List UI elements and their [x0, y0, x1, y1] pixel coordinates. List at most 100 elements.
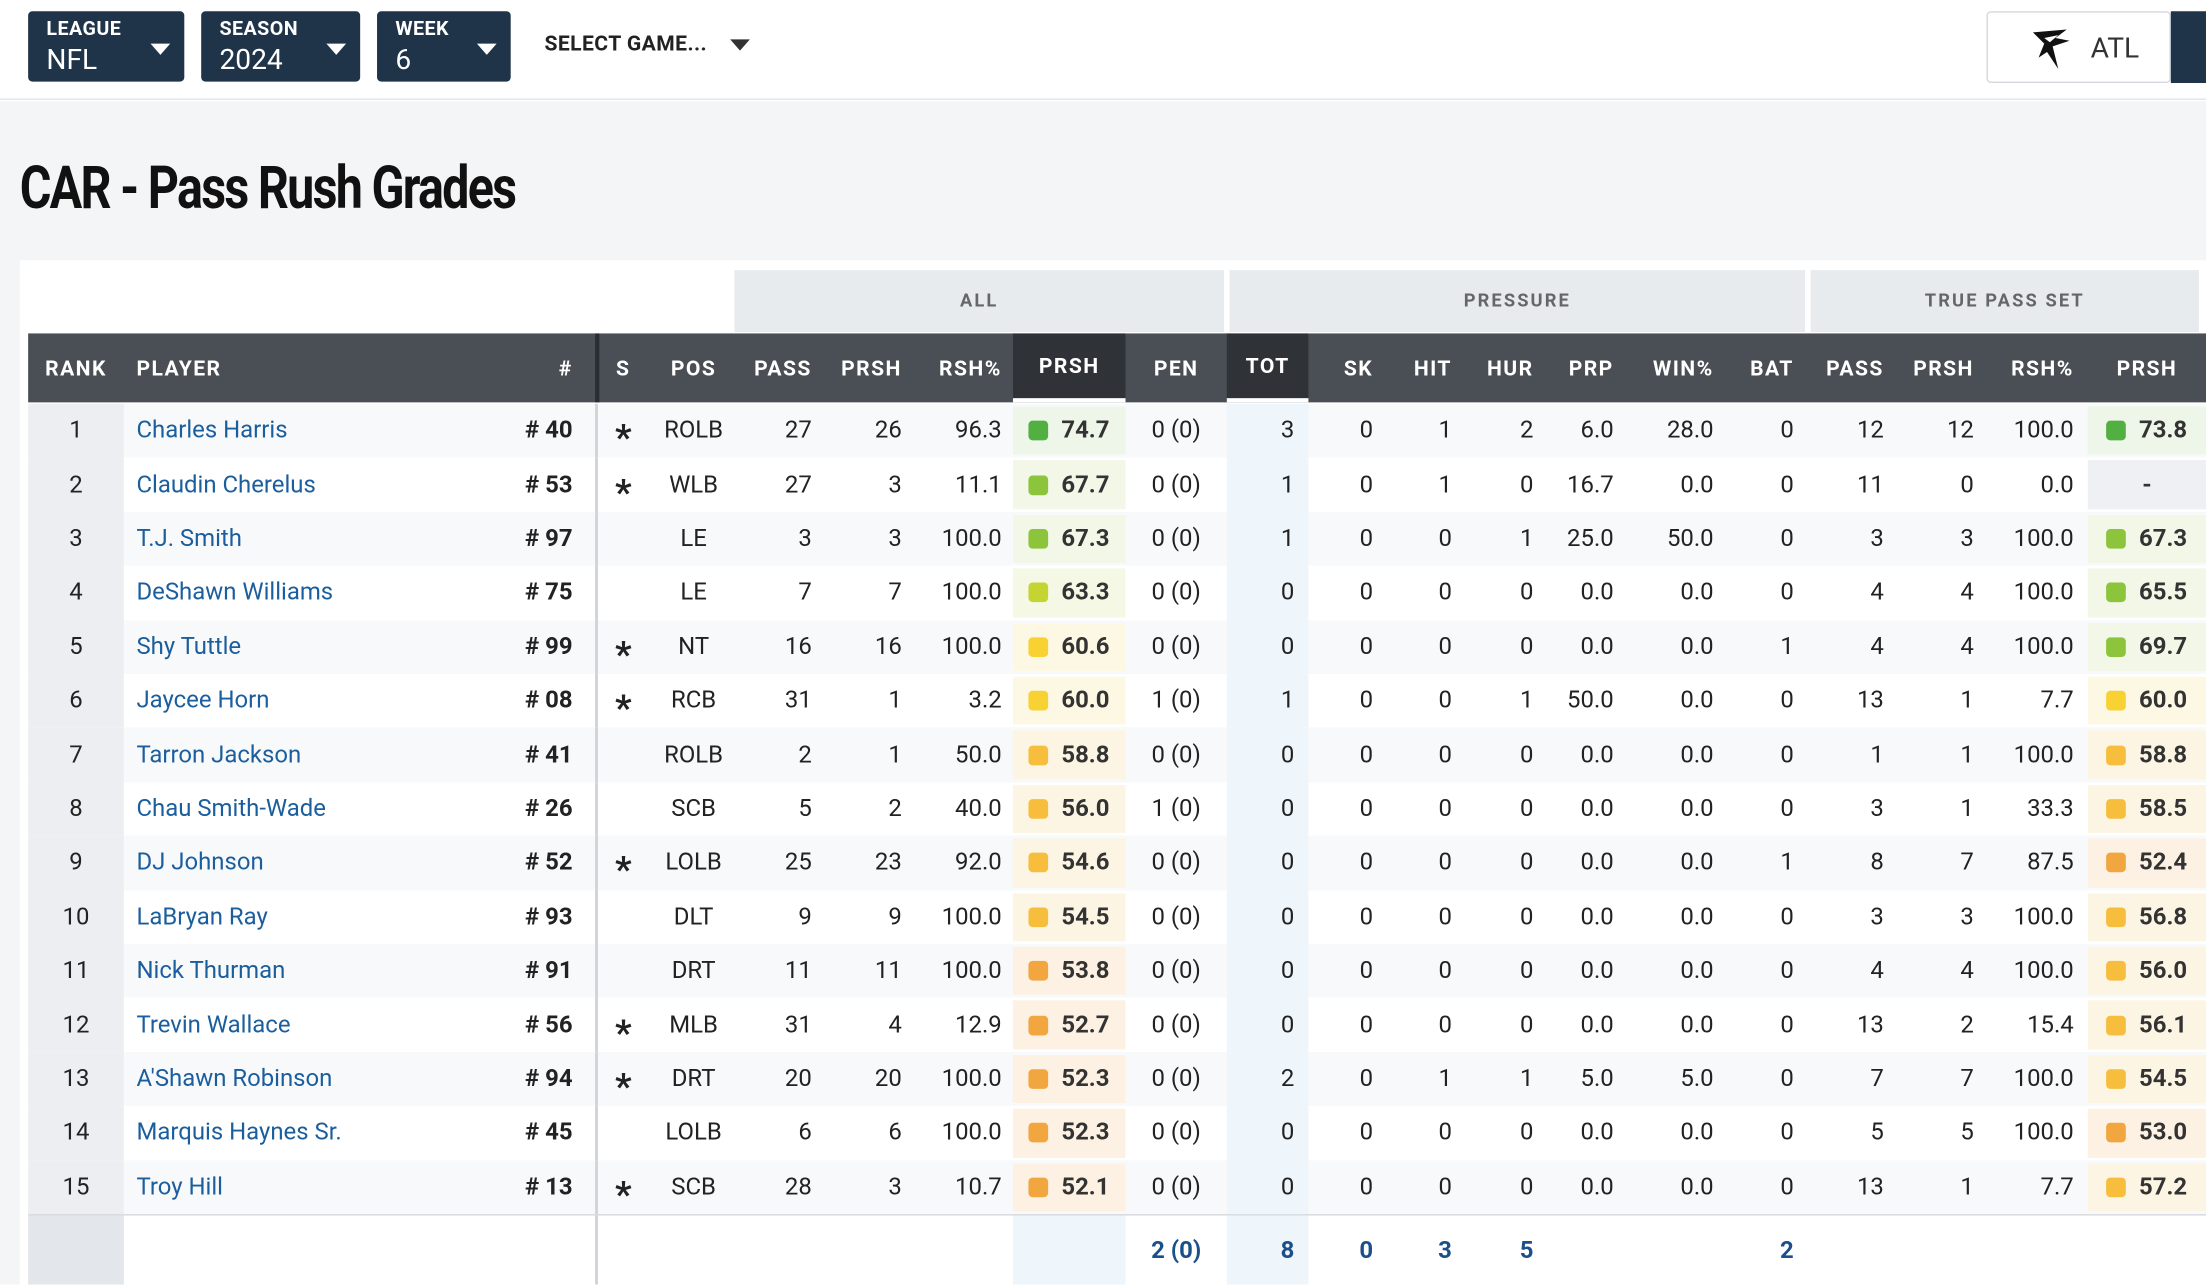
top-bar	[0, 0, 2206, 100]
select-game[interactable]: SELECT GAME...	[544, 31, 750, 62]
divider	[595, 1160, 598, 1215]
table-cell: 26	[874, 416, 902, 445]
column-header: #	[558, 355, 573, 381]
grade-value: 56.8	[2139, 902, 2188, 932]
league-filter[interactable]: LEAGUE NFL	[28, 11, 185, 82]
table-cell: 0	[1359, 1119, 1374, 1148]
grade-chip	[1028, 582, 1049, 603]
table-cell: 0.0	[1680, 632, 1714, 661]
grade-chip	[2106, 1015, 2127, 1035]
table-cell: 0	[1780, 902, 1794, 932]
team-label: ATL	[2090, 30, 2140, 65]
table-cell: 0 (0)	[1151, 740, 1201, 769]
grade-value: 56.0	[1061, 794, 1110, 824]
column-header: PRSH	[841, 355, 902, 381]
table-cell: 0	[1520, 470, 1534, 499]
table-cell: 1	[1960, 1173, 1974, 1202]
table-cell: 4	[69, 578, 83, 607]
table-cell: 1	[1960, 686, 1974, 715]
table-cell: 100.0	[2013, 956, 2074, 986]
grade-value: 53.8	[1061, 956, 1110, 986]
table-cell: 0	[1438, 794, 1452, 824]
grade-cell: 53.0	[2087, 1108, 2206, 1158]
grade-value: 52.4	[2139, 848, 2188, 878]
table-cell: 11	[784, 956, 812, 986]
table-cell: NT	[678, 632, 710, 661]
grade-cell: 53.8	[1012, 946, 1126, 996]
rank-bg	[28, 673, 124, 728]
tot-bg	[1226, 727, 1309, 782]
table-cell: ROLB	[664, 416, 724, 445]
table-cell: 0.0	[1580, 848, 1614, 878]
table-cell: LOLB	[665, 848, 722, 878]
total-cell: 8	[1280, 1236, 1295, 1265]
grade-cell: 57.2	[2087, 1162, 2206, 1212]
total-cell: 2 (0)	[1151, 1236, 1202, 1265]
table-cell: 0	[1520, 1119, 1534, 1148]
table-cell: 3	[1280, 416, 1295, 445]
table-cell: 16	[874, 632, 902, 661]
column-header: S	[616, 355, 631, 381]
table-cell: 28	[784, 1173, 812, 1202]
player-name: DeShawn Williams	[136, 578, 334, 607]
grade-chip	[2106, 528, 2127, 549]
column-header: BAT	[1750, 355, 1794, 381]
tot-bg	[1226, 673, 1309, 728]
table-cell: 11	[1856, 470, 1884, 499]
table-cell: 0	[1780, 470, 1794, 499]
table-cell: 0	[1280, 632, 1295, 661]
table-cell: 3	[69, 524, 83, 553]
week-filter[interactable]: WEEK 6	[377, 11, 511, 82]
grade-cell: 63.3	[1012, 568, 1126, 618]
team-button[interactable]: ATL	[1986, 11, 2171, 84]
table-cell: 0	[1438, 1173, 1452, 1202]
grade-cell: 74.7	[1012, 406, 1126, 455]
table-cell: MLB	[669, 1010, 718, 1040]
grade-chip	[1028, 745, 1049, 765]
divider	[595, 1215, 598, 1285]
table-cell: 0	[1280, 1173, 1295, 1202]
table-cell: 33.3	[2027, 794, 2074, 824]
grade-chip	[1028, 691, 1049, 711]
table-cell: 13	[1856, 1173, 1884, 1202]
table-cell: 0	[1520, 632, 1534, 661]
column-header: PRP	[1568, 355, 1614, 381]
table-cell: 6	[798, 1119, 812, 1148]
table-cell: 0	[1438, 686, 1452, 715]
team-strip	[2170, 11, 2206, 84]
table-cell: 5	[1960, 1119, 1974, 1148]
divider	[595, 781, 598, 836]
grade-cell: 67.7	[1012, 460, 1126, 509]
table-row: 14 Marquis Haynes Sr. # 45 LOLB 6 6 100.0 52.3 0…	[28, 1106, 2206, 1162]
table-cell: 4	[1960, 956, 1974, 986]
table-cell: 0 (0)	[1151, 1173, 1201, 1202]
table-cell: 0 (0)	[1151, 416, 1201, 445]
table-cell: 0 (0)	[1151, 524, 1201, 553]
table-cell: 11	[62, 956, 90, 986]
divider	[595, 511, 598, 566]
table-cell: # 94	[525, 1064, 573, 1094]
grade-value: 69.7	[2139, 632, 2188, 661]
grade-value: -	[2142, 470, 2152, 499]
table-cell: 0.0	[1680, 470, 1714, 499]
table-cell: 1	[1520, 524, 1534, 553]
table-cell: 7	[69, 740, 83, 769]
table-cell: # 52	[525, 848, 573, 878]
group-header: ALL	[734, 270, 1224, 333]
table-cell: 0.0	[1680, 686, 1714, 715]
table-cell: 0	[1359, 1173, 1374, 1202]
table-cell: 12	[1856, 416, 1884, 445]
grade-value: 53.0	[2139, 1119, 2188, 1148]
divider	[595, 835, 598, 890]
table-cell: 0	[1780, 686, 1794, 715]
table-cell: 5	[1870, 1119, 1884, 1148]
grade-cell: 56.8	[2087, 892, 2206, 942]
table-cell: # 93	[525, 902, 573, 932]
table-cell: 0.0	[2040, 470, 2074, 499]
table-cell: 0	[1438, 1010, 1452, 1040]
season-filter[interactable]: SEASON 2024	[201, 11, 361, 82]
rank-bg	[28, 944, 124, 999]
table-cell: 4	[1960, 578, 1974, 607]
table-cell: 7.7	[2040, 686, 2074, 715]
